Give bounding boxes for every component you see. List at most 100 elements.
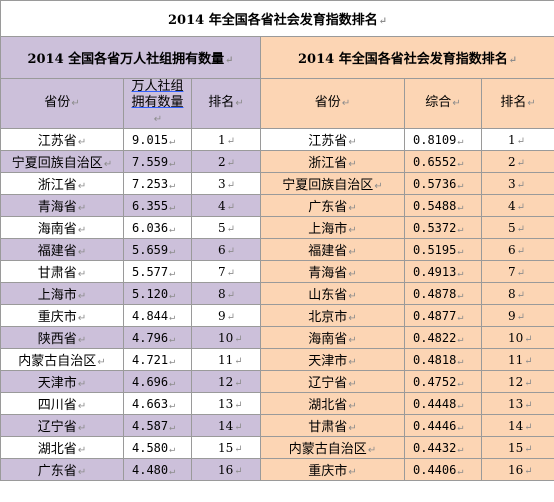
left-rank-cell: 1↵ (191, 128, 261, 151)
left-rank-cell: 3↵ (191, 172, 261, 195)
right-score-cell: 0.8109↵ (404, 128, 482, 151)
left-province-cell: 海南省↵ (0, 216, 124, 239)
table-row: 甘肃省↵ 5.577↵ 7↵ 青海省↵ 0.4913↵ 7↵ (0, 260, 554, 283)
right-score-cell: 0.4877↵ (404, 304, 482, 327)
left-count-cell: 4.480↵ (123, 458, 192, 481)
right-score-cell: 0.4752↵ (404, 370, 482, 393)
left-province-cell: 宁夏回族自治区↵ (0, 150, 124, 173)
right-score-cell: 0.4406↵ (404, 458, 482, 481)
right-rank-cell: 15↵ (480, 436, 554, 459)
right-province-cell: 广东省↵ (260, 194, 405, 217)
right-province-cell: 山东省↵ (260, 282, 405, 305)
right-score-cell: 0.5488↵ (404, 194, 482, 217)
table-row: 重庆市↵ 4.844↵ 9↵ 北京市↵ 0.4877↵ 9↵ (0, 304, 554, 327)
left-province-cell: 浙江省↵ (0, 172, 124, 195)
right-rank-cell: 8↵ (480, 282, 554, 305)
left-count-cell: 5.577↵ (123, 260, 192, 283)
right-rank-cell: 4↵ (480, 194, 554, 217)
left-count-cell: 4.580↵ (123, 436, 192, 459)
section-header-row: 2014 全国各省万人社组拥有数量↵ 2014 年全国各省社会发育指数排名↵ (0, 36, 554, 79)
right-rank-cell: 2↵ (480, 150, 554, 173)
right-province-cell: 浙江省↵ (260, 150, 405, 173)
table-row: 宁夏回族自治区↵ 7.559↵ 2↵ 浙江省↵ 0.6552↵ 2↵ (0, 150, 554, 173)
left-province-cell: 内蒙古自治区↵ (0, 348, 124, 371)
table-row: 上海市↵ 5.120↵ 8↵ 山东省↵ 0.4878↵ 8↵ (0, 282, 554, 305)
right-score-cell: 0.6552↵ (404, 150, 482, 173)
left-count-cell: 5.120↵ (123, 282, 192, 305)
table-row: 辽宁省↵ 4.587↵ 14↵ 甘肃省↵ 0.4446↵ 14↵ (0, 414, 554, 437)
right-rank-cell: 3↵ (480, 172, 554, 195)
col-header-rank-right: 排名↵ (480, 78, 554, 129)
right-province-cell: 江苏省↵ (260, 128, 405, 151)
right-province-cell: 内蒙古自治区↵ (260, 436, 405, 459)
left-rank-cell: 4↵ (191, 194, 261, 217)
left-province-cell: 福建省↵ (0, 238, 124, 261)
main-title: 2014 年全国各省社会发育指数排名↵ (0, 0, 554, 37)
left-province-cell: 天津市↵ (0, 370, 124, 393)
left-rank-cell: 5↵ (191, 216, 261, 239)
right-province-cell: 北京市↵ (260, 304, 405, 327)
right-rank-cell: 14↵ (480, 414, 554, 437)
right-score-cell: 0.4432↵ (404, 436, 482, 459)
left-count-cell: 5.659↵ (123, 238, 192, 261)
right-province-cell: 宁夏回族自治区↵ (260, 172, 405, 195)
left-rank-cell: 8↵ (191, 282, 261, 305)
right-province-cell: 重庆市↵ (260, 458, 405, 481)
right-province-cell: 海南省↵ (260, 326, 405, 349)
title-row: 2014 年全国各省社会发育指数排名↵ (0, 0, 554, 37)
left-rank-cell: 11↵ (191, 348, 261, 371)
table-row: 青海省↵ 6.355↵ 4↵ 广东省↵ 0.5488↵ 4↵ (0, 194, 554, 217)
col-header-province-left: 省份↵ (0, 78, 124, 129)
right-rank-cell: 12↵ (480, 370, 554, 393)
left-province-cell: 广东省↵ (0, 458, 124, 481)
left-count-cell: 7.253↵ (123, 172, 192, 195)
right-score-cell: 0.4913↵ (404, 260, 482, 283)
left-count-cell: 6.036↵ (123, 216, 192, 239)
left-rank-cell: 16↵ (191, 458, 261, 481)
left-count-cell: 4.721↵ (123, 348, 192, 371)
table-row: 福建省↵ 5.659↵ 6↵ 福建省↵ 0.5195↵ 6↵ (0, 238, 554, 261)
right-province-cell: 湖北省↵ (260, 392, 405, 415)
left-count-cell: 4.587↵ (123, 414, 192, 437)
col-header-province-right: 省份↵ (260, 78, 405, 129)
right-rank-cell: 13↵ (480, 392, 554, 415)
left-count-cell: 4.844↵ (123, 304, 192, 327)
left-rank-cell: 9↵ (191, 304, 261, 327)
table-row: 浙江省↵ 7.253↵ 3↵ 宁夏回族自治区↵ 0.5736↵ 3↵ (0, 172, 554, 195)
ranking-table: 2014 年全国各省社会发育指数排名↵ 2014 全国各省万人社组拥有数量↵ 2… (0, 0, 554, 481)
left-rank-cell: 12↵ (191, 370, 261, 393)
right-score-cell: 0.4448↵ (404, 392, 482, 415)
left-province-cell: 甘肃省↵ (0, 260, 124, 283)
left-count-cell: 4.796↵ (123, 326, 192, 349)
left-rank-cell: 2↵ (191, 150, 261, 173)
left-count-cell: 4.696↵ (123, 370, 192, 393)
left-province-cell: 江苏省↵ (0, 128, 124, 151)
left-province-cell: 湖北省↵ (0, 436, 124, 459)
left-province-cell: 陕西省↵ (0, 326, 124, 349)
left-rank-cell: 15↵ (191, 436, 261, 459)
left-rank-cell: 14↵ (191, 414, 261, 437)
column-header-row: 省份↵ 万人社组拥有数量↵ 排名↵ 省份↵ 综合↵ 排名↵ (0, 78, 554, 129)
right-province-cell: 天津市↵ (260, 348, 405, 371)
left-count-cell: 7.559↵ (123, 150, 192, 173)
right-score-cell: 0.5195↵ (404, 238, 482, 261)
col-header-score: 综合↵ (404, 78, 482, 129)
right-score-cell: 0.4818↵ (404, 348, 482, 371)
table-row: 陕西省↵ 4.796↵ 10↵ 海南省↵ 0.4822↵ 10↵ (0, 326, 554, 349)
left-province-cell: 青海省↵ (0, 194, 124, 217)
right-rank-cell: 5↵ (480, 216, 554, 239)
left-section-heading: 2014 全国各省万人社组拥有数量↵ (0, 36, 261, 79)
right-score-cell: 0.4878↵ (404, 282, 482, 305)
left-rank-cell: 13↵ (191, 392, 261, 415)
right-rank-cell: 9↵ (480, 304, 554, 327)
right-province-cell: 青海省↵ (260, 260, 405, 283)
table-row: 湖北省↵ 4.580↵ 15↵ 内蒙古自治区↵ 0.4432↵ 15↵ (0, 436, 554, 459)
left-province-cell: 重庆市↵ (0, 304, 124, 327)
right-rank-cell: 7↵ (480, 260, 554, 283)
right-rank-cell: 10↵ (480, 326, 554, 349)
left-rank-cell: 10↵ (191, 326, 261, 349)
table-row: 天津市↵ 4.696↵ 12↵ 辽宁省↵ 0.4752↵ 12↵ (0, 370, 554, 393)
left-rank-cell: 6↵ (191, 238, 261, 261)
table-row: 内蒙古自治区↵ 4.721↵ 11↵ 天津市↵ 0.4818↵ 11↵ (0, 348, 554, 371)
left-count-cell: 9.015↵ (123, 128, 192, 151)
